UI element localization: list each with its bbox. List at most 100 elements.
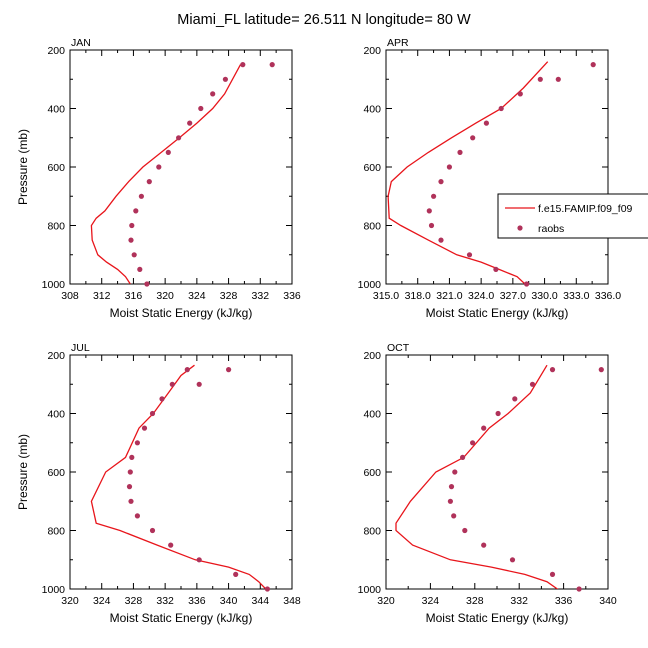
panel-oct-obs-point: [451, 513, 457, 519]
panel-jan-obs-point: [128, 237, 134, 243]
panel-apr-obs-point: [493, 266, 499, 272]
panel-oct-model-line: [395, 364, 559, 589]
panel-oct-obs-point: [447, 498, 453, 504]
panel-oct-y-tick-label: 400: [363, 409, 381, 421]
panel-jan-obs-point: [176, 135, 182, 141]
panel-apr-obs-point: [524, 281, 530, 287]
panel-jul-obs-point: [141, 425, 148, 431]
panel-jul-x-tick-label: 348: [283, 595, 301, 607]
panel-jan: 308 312 316 320 324 328 332 336 200 400 600 800 1000…: [16, 37, 301, 320]
panel-jan-obs-point: [165, 149, 171, 155]
panel-jul-x-tick-label: 336: [188, 595, 206, 607]
panel-apr-model-line: [387, 61, 549, 284]
panel-oct-obs-point: [470, 440, 476, 446]
panel-apr-obs-point: [555, 76, 561, 82]
panel-oct-x-tick-label: 328: [466, 595, 484, 607]
panel-jan-x-tick-label: 308: [61, 290, 79, 302]
panel-jul-obs-point: [127, 469, 133, 475]
panel-jul-x-tick-label: 340: [220, 595, 238, 607]
panel-jan-obs-point: [146, 179, 152, 185]
panel-oct-x-tick-label: 336: [555, 595, 573, 607]
panel-jan-obs-point: [138, 193, 144, 199]
panel-jan-y-tick-label: 600: [47, 162, 65, 174]
panel-jan-obs-point: [144, 281, 150, 287]
legend-box: [497, 193, 648, 239]
panel-oct-frame: [385, 354, 609, 590]
panel-apr-x-tick-label: 327.0: [500, 290, 526, 302]
panel-apr-obs-point: [457, 149, 463, 155]
panel-jul-label: JUL: [71, 342, 90, 354]
panel-jul-obs-point: [264, 586, 270, 592]
panel-oct-obs-point: [598, 367, 604, 373]
panel-oct-obs-point: [576, 586, 582, 592]
panel-jan-obs-point: [156, 164, 162, 170]
panel-apr-obs-point: [470, 135, 476, 141]
panel-jul-x-tick-label: 320: [61, 595, 79, 607]
panel-apr-x-tick-label: 324.0: [468, 290, 494, 302]
panel-oct-x-tick-label: 324: [422, 595, 440, 607]
panel-apr-y-tick-label: 400: [363, 104, 381, 116]
panel-oct-y-tick-label: 1000: [358, 584, 382, 596]
panel-apr-x-tick-label: 336.0: [595, 290, 621, 302]
panel-jan-obs-point: [137, 266, 143, 272]
panel-jul-obs-point: [168, 542, 174, 548]
panel-apr-label: APR: [387, 37, 409, 49]
panel-jul-y-tick-label: 600: [47, 467, 65, 479]
panel-apr-obs-point: [446, 164, 452, 170]
panel-jan-y-tick-label: 400: [47, 104, 65, 116]
panel-jan-obs-point: [269, 62, 275, 68]
panel-apr-obs-point: [431, 193, 437, 199]
panel-apr-obs-point: [428, 222, 435, 229]
panel-oct-x-tick-label: 332: [510, 595, 528, 607]
legend-model-label: f.e15.FAMIP.f09_f09: [538, 203, 633, 215]
panel-apr-obs-point: [517, 91, 523, 97]
panel-oct-obs-point: [462, 527, 468, 534]
panel-jan-frame: [69, 49, 293, 285]
panel-apr-y-tick-label: 800: [363, 221, 381, 233]
panel-jul-x-tick-label: 344: [252, 595, 270, 607]
panel-jul-obs-point: [169, 381, 175, 387]
panel-jul-obs-point: [196, 381, 202, 387]
panel-apr-obs-point: [590, 62, 596, 68]
panel-jan-y-tick-label: 800: [47, 221, 65, 233]
panel-oct-obs-point: [460, 454, 466, 460]
panel-oct-x-tick-label: 340: [599, 595, 617, 607]
panel-jul-obs-point: [196, 557, 202, 563]
panel-jul-obs-point: [159, 396, 165, 402]
panel-apr-x-axis-label: Moist Static Energy (kJ/kg): [426, 306, 569, 320]
panel-oct-x-axis-label: Moist Static Energy (kJ/kg): [426, 611, 569, 625]
panel-apr-obs-point: [466, 252, 473, 258]
panel-oct-obs-point: [529, 381, 536, 387]
panel-jul-obs-point: [233, 571, 239, 578]
panel-apr-x-tick-label: 330.0: [531, 290, 557, 302]
panel-oct-x-tick-label: 320: [377, 595, 395, 607]
panel-apr-obs-point: [438, 237, 444, 243]
panel-oct-label: OCT: [387, 342, 410, 354]
panel-jan-x-tick-label: 324: [188, 290, 206, 302]
panel-jan-obs-point: [210, 91, 216, 97]
panel-jan-x-tick-label: 320: [156, 290, 174, 302]
panel-jul-obs-point: [184, 367, 190, 373]
panel-jan-obs-point: [133, 208, 139, 214]
panel-jul-x-tick-label: 332: [156, 595, 174, 607]
panel-jan-model-line: [90, 64, 242, 284]
panel-jan-obs-point: [222, 76, 228, 82]
panel-apr-y-tick-label: 1000: [358, 279, 382, 291]
panel-oct-obs-point: [512, 396, 518, 402]
panel-oct-obs-point: [549, 571, 556, 578]
panel-apr-y-tick-label: 600: [363, 162, 381, 174]
panel-jul-y-tick-label: 1000: [42, 584, 66, 596]
panel-jan-obs-point: [131, 252, 137, 258]
panel-oct-obs-point: [549, 367, 556, 373]
panel-jan-x-tick-label: 316: [125, 290, 143, 302]
panel-jan-x-tick-label: 336: [283, 290, 301, 302]
panel-apr-frame: [385, 49, 609, 285]
panel-apr-obs-point: [498, 105, 504, 112]
panel-oct-obs-point: [509, 557, 516, 563]
panel-oct-obs-point: [481, 425, 487, 431]
panel-jul-x-axis-label: Moist Static Energy (kJ/kg): [110, 611, 253, 625]
panel-jan-obs-point: [198, 105, 204, 112]
panel-apr-obs-point: [537, 76, 543, 82]
